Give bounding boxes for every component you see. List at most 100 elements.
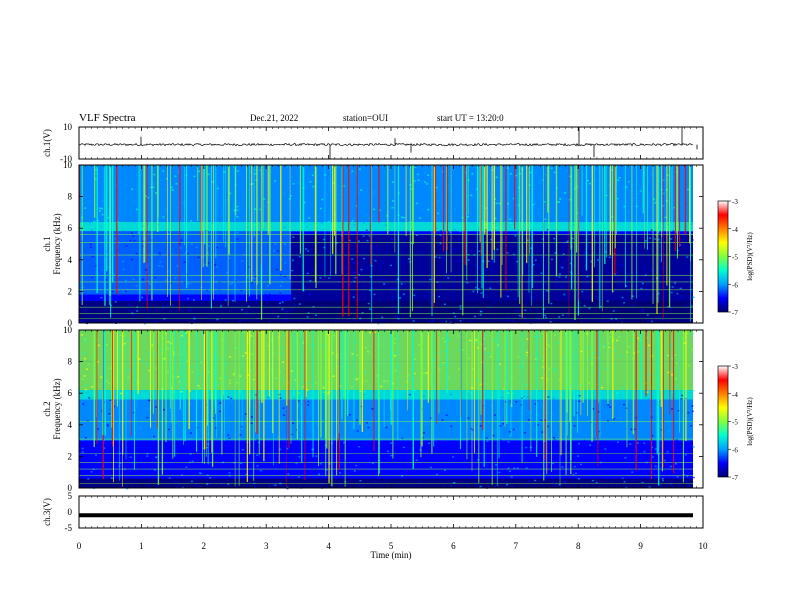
ch2-spectrogram-speckle — [212, 401, 215, 403]
ch2-spectrogram-speckle — [394, 342, 397, 345]
ch1-spectrogram-speckle — [515, 174, 518, 177]
ch1-spectrogram-speckle — [91, 229, 94, 231]
ch1-spectrogram-speckle — [98, 207, 101, 209]
ch1-spectrogram-speckle — [106, 186, 109, 189]
ch2-spectrogram-speckle — [327, 434, 330, 436]
ch2-spectrogram-speckle — [690, 424, 693, 427]
ch1-spectrogram-speckle — [679, 287, 682, 290]
ch2-spectrogram-speckle — [287, 381, 290, 384]
ch1-spectrogram-speckle — [95, 168, 98, 171]
ch1-spectrogram-speckle — [564, 192, 567, 194]
ch1-spectrogram-speckle — [618, 264, 621, 267]
ch1-spectrogram-speckle — [680, 295, 683, 298]
ch1-spectrogram-speckle — [123, 297, 126, 300]
ch2-spectrogram-speckle — [142, 462, 145, 465]
ch1-spectrogram-speckle — [319, 207, 322, 210]
ch2-spectrogram-speckle — [647, 398, 650, 400]
ch2-spectrogram-speckle — [255, 398, 258, 400]
ch1-spectrogram-speckle — [194, 170, 197, 172]
ch2-spectrogram-speckle — [333, 335, 336, 337]
ch1-spectrogram-speckle — [400, 216, 403, 219]
ch2-spectrogram-speckle — [374, 481, 377, 484]
ch1-spectrogram-speckle — [186, 274, 189, 276]
ch2-spectrogram-speckle — [658, 485, 661, 487]
ch1-spectrogram-speckle — [372, 192, 375, 195]
ch1-spectrogram-speckle — [81, 320, 84, 322]
ch2-spectrogram-speckle — [636, 351, 639, 353]
ch2-spectrogram-speckle — [297, 422, 300, 424]
ch1-spectrogram-speckle — [488, 283, 491, 286]
ch2-spectrogram-speckle — [489, 356, 492, 358]
ch2-spectrogram-speckle — [96, 428, 99, 430]
ch1-spectrogram-speckle — [144, 269, 147, 271]
ch1-spectrogram-speckle — [390, 306, 393, 309]
ch1-spectrogram-speckle — [165, 178, 168, 180]
ch2-spectrogram-speckle — [447, 376, 450, 379]
ch2-spectrogram-speckle — [456, 449, 459, 451]
ch2-spectrogram-speckle — [373, 331, 376, 334]
ch2-spectrogram-speckle — [81, 439, 84, 441]
ch2-spectrogram-speckle — [298, 455, 301, 458]
ch1-spectrogram-speckle — [91, 226, 94, 228]
ch2-spectrogram-speckle — [512, 428, 515, 431]
ch2-spectrogram-speckle — [643, 442, 646, 444]
ch2-spectrogram-speckle — [271, 369, 274, 371]
ch2-spectrogram-speckle — [138, 426, 141, 429]
ch1-spectrogram-speckle — [691, 239, 694, 241]
ch3-ytick-label: -5 — [65, 523, 73, 533]
ch2-spectrogram-speckle — [525, 467, 528, 469]
ch1-spectrogram-speckle — [240, 289, 243, 292]
ch2-spectrogram-speckle — [219, 402, 222, 404]
ch1-spectrogram-speckle — [384, 224, 387, 226]
ch1-spectrogram-speckle — [176, 171, 179, 174]
ch1-spectrogram-speckle — [161, 265, 164, 268]
ch1-spectrogram-speckle — [309, 181, 312, 183]
ch2-spectrogram-speckle — [671, 408, 674, 410]
ch1-spectrogram-speckle — [152, 191, 155, 193]
ch2-spectrogram-speckle — [282, 472, 285, 475]
ch2-spectrogram-speckle — [386, 380, 389, 382]
ch2-spectrogram-speckle — [230, 401, 233, 404]
ch1-spectrogram-speckle — [595, 207, 598, 209]
ch1-spectrogram-speckle — [417, 179, 420, 182]
ch2-spectrogram-speckle — [480, 343, 483, 345]
ch1-spectrogram-speckle — [288, 198, 291, 200]
ch1-spectrogram-speckle — [308, 292, 311, 295]
ch2-spectrogram-speckle — [279, 352, 282, 354]
ch2-spectrogram-speckle — [595, 482, 598, 484]
ch1-spectrogram-speckle — [623, 205, 626, 208]
ch1-spectrogram-speckle — [546, 228, 549, 231]
ch2-spectrogram-speckle — [450, 485, 453, 487]
ch2-spectrogram-speckle — [540, 419, 543, 422]
ch1-spectrogram-speckle — [617, 220, 620, 223]
ch1-spectrogram-speckle — [532, 203, 535, 206]
ch1-spectrogram-speckle — [550, 167, 553, 169]
ch1-spectrogram-speckle — [95, 264, 98, 267]
ch2-spectrogram-speckle — [153, 469, 156, 471]
ch2-spectrogram-speckle — [86, 368, 89, 370]
ch1-spectrogram-speckle — [559, 168, 562, 171]
ch1-spectrogram-speckle — [535, 172, 538, 174]
ch2-spectrogram-speckle — [445, 414, 448, 416]
ch1-spectrogram-speckle — [122, 268, 125, 271]
ch2-spectrogram-speckle — [507, 392, 510, 394]
ch1-ylabel: ch.1(V) — [42, 129, 52, 157]
ch2-spectrogram-speckle — [120, 392, 123, 395]
ch2-spectrogram-speckle — [628, 436, 631, 439]
ch1-spectrogram-speckle — [567, 210, 570, 212]
ch2-spectrogram-speckle — [119, 462, 122, 465]
ch2-spectrogram-speckle — [280, 483, 283, 486]
ch1-spectrogram-speckle — [484, 229, 487, 231]
ch1-spectrogram-speckle — [254, 217, 257, 219]
ch2-spectrogram-speckle — [212, 418, 215, 421]
ch2-spectrogram-speckle — [251, 353, 254, 356]
ch1-spectrogram-speckle — [379, 266, 382, 268]
ch2-spectrogram-speckle — [601, 386, 604, 389]
ch1-spectrogram-speckle — [586, 275, 589, 278]
ch1-spectrogram-speckle — [91, 276, 94, 279]
ch1-spectrogram-speckle — [354, 276, 357, 279]
ch1-spectrogram-speckle — [147, 226, 150, 228]
ch2-spectrogram-speckle — [199, 485, 202, 488]
ch1-spectrogram-speckle — [279, 274, 282, 276]
ch2-spectrogram-speckle — [168, 477, 171, 479]
